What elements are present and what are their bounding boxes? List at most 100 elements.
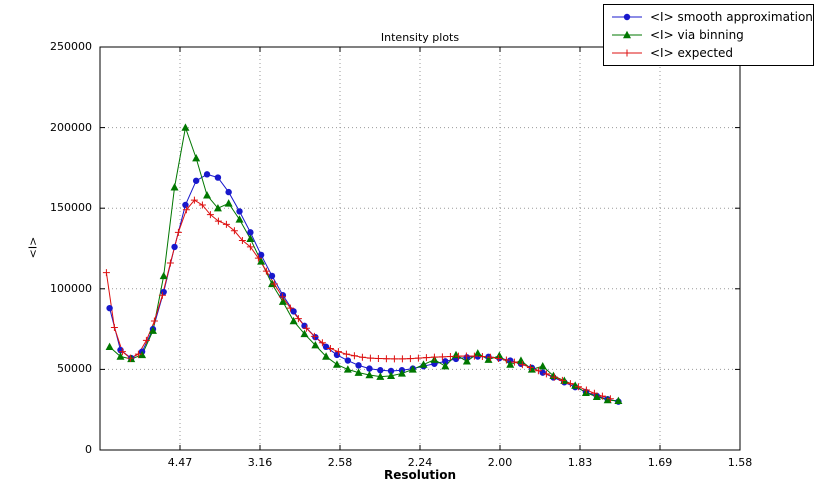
data-point [574, 383, 582, 391]
data-point [181, 123, 190, 131]
data-point [289, 316, 298, 325]
x-tick-label: 1.58 [727, 456, 753, 469]
data-point [506, 360, 515, 368]
data-point [294, 315, 302, 323]
data-point [182, 201, 189, 209]
data-point [603, 395, 612, 404]
data-point [406, 355, 414, 363]
data-point [235, 215, 244, 223]
y-tick-label: 200000 [50, 120, 92, 134]
data-point [376, 372, 385, 380]
x-tick-label: 2.24 [407, 456, 433, 469]
plus-marker-icon [610, 46, 644, 60]
y-tick-label: 150000 [50, 201, 92, 215]
legend: <I> smooth approximation <I> via binning… [603, 4, 814, 66]
legend-label: <I> expected [650, 46, 734, 60]
data-point [192, 177, 200, 184]
data-point [598, 392, 606, 400]
data-point [478, 353, 486, 361]
data-point [442, 358, 449, 365]
data-point [542, 370, 550, 378]
data-point [270, 280, 278, 288]
data-point [160, 288, 167, 296]
data-point [302, 324, 310, 332]
y-tick-label: 250000 [50, 40, 92, 53]
legend-label: <I> smooth approximation [650, 10, 813, 24]
data-point [138, 350, 147, 359]
data-point [238, 236, 246, 244]
x-tick-label: 2.58 [327, 456, 353, 469]
data-point [262, 267, 270, 275]
y-tick-label: 100000 [50, 281, 92, 295]
data-point [414, 354, 422, 362]
data-point [558, 376, 566, 384]
data-point [358, 353, 366, 361]
data-point [174, 228, 182, 236]
data-point [494, 354, 502, 362]
data-point [397, 369, 406, 377]
data-point [516, 356, 525, 364]
data-point [419, 360, 428, 368]
x-tick-label: 1.83 [567, 456, 593, 469]
y-axis-label: <I> [26, 236, 40, 259]
data-point [350, 352, 358, 360]
data-point [158, 291, 166, 299]
data-point [422, 354, 430, 362]
data-point [312, 333, 319, 341]
data-point [390, 355, 398, 363]
data-point [484, 355, 493, 363]
data-point [377, 367, 384, 374]
data-point [257, 257, 266, 265]
x-tick-label: 3.16 [247, 456, 273, 469]
data-point [318, 339, 326, 347]
data-point [159, 271, 168, 280]
data-point [171, 243, 178, 251]
circle-marker-icon [610, 10, 644, 24]
data-point [254, 254, 262, 262]
data-point [333, 351, 341, 359]
data-point [278, 297, 287, 305]
data-point [374, 354, 382, 362]
data-point [470, 352, 478, 360]
data-point [290, 308, 297, 315]
data-point [355, 362, 362, 369]
data-point [538, 361, 547, 370]
data-point [387, 367, 395, 375]
data-point [566, 380, 574, 388]
data-point [206, 211, 214, 219]
data-point [550, 373, 558, 381]
data-point [105, 342, 114, 351]
data-point [473, 349, 482, 357]
data-point [214, 174, 222, 181]
data-point [332, 360, 341, 368]
chart-title: Intensity plots [380, 31, 460, 44]
data-point [102, 269, 110, 277]
data-point [222, 220, 230, 228]
data-point [142, 336, 150, 344]
data-point [278, 293, 286, 301]
data-point [518, 361, 526, 369]
data-point [311, 341, 320, 349]
series-line [109, 125, 619, 402]
data-point [408, 365, 417, 373]
triangle-marker-icon [610, 28, 644, 42]
data-point [148, 326, 157, 334]
data-point [462, 352, 470, 360]
data-point [606, 395, 614, 403]
data-point [527, 365, 536, 373]
data-point [382, 355, 390, 363]
legend-label: <I> via binning [650, 28, 744, 42]
data-point [454, 352, 462, 360]
data-point [366, 354, 374, 362]
data-point [510, 358, 518, 366]
data-point [110, 323, 118, 331]
data-point [150, 317, 158, 325]
data-point [365, 370, 374, 379]
data-point [182, 206, 190, 214]
data-point [446, 353, 454, 361]
data-point [310, 332, 318, 340]
data-point [614, 396, 623, 405]
data-point [286, 304, 294, 312]
